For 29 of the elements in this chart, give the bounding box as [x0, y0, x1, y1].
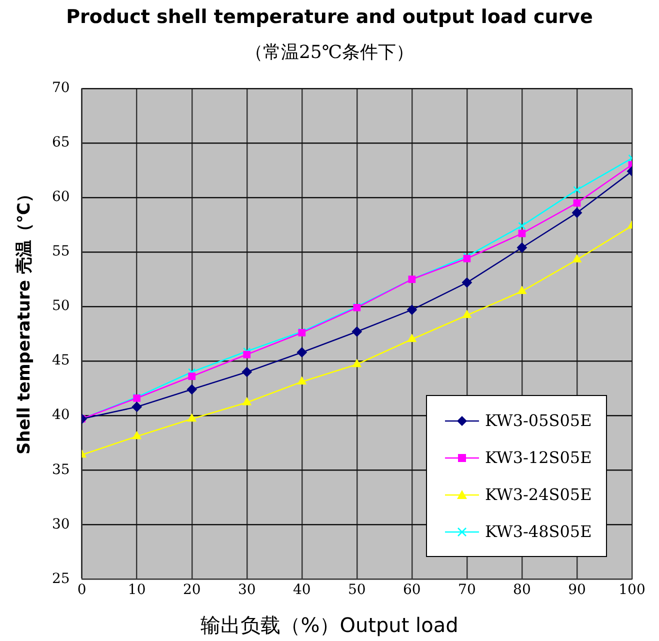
y-tick-label: 25 — [52, 570, 70, 587]
y-tick-label: 40 — [52, 407, 70, 424]
y-tick-label: 70 — [52, 80, 70, 96]
chart-title: Product shell temperature and output load curve — [65, 6, 594, 28]
legend-label: KW3-05S05E — [485, 411, 592, 430]
x-tick-label: 40 — [292, 582, 311, 598]
legend-label: KW3-24S05E — [485, 485, 592, 504]
y-tick-label: 35 — [52, 462, 70, 478]
y-tick-label: 30 — [52, 516, 70, 532]
x-tick-label: 60 — [403, 582, 421, 598]
x-axis-title: 输出负载（%）Output load — [200, 612, 460, 639]
x-tick-label: 80 — [513, 582, 531, 598]
x-tick-label: 20 — [182, 582, 201, 598]
x-tick-label: 70 — [458, 582, 476, 598]
x-tick-label: 50 — [348, 582, 366, 598]
x-tick-label: 100 — [618, 582, 646, 598]
y-tick-label: 45 — [52, 352, 70, 369]
y-axis-title: Shell temperature 壳温（℃） — [14, 185, 36, 455]
x-tick-label: 90 — [568, 582, 586, 598]
legend-label: KW3-12S05E — [485, 448, 592, 468]
x-tick-label: 0 — [77, 582, 86, 598]
chart-subtitle: （常温25℃条件下） — [244, 41, 416, 64]
x-tick-label: 30 — [238, 582, 256, 598]
y-tick-label: 65 — [52, 134, 70, 151]
y-tick-label: 55 — [52, 244, 70, 260]
x-tick-label: 10 — [128, 582, 146, 598]
legend-label: KW3-48S05E — [485, 522, 592, 542]
y-tick-label: 50 — [52, 298, 70, 314]
y-tick-label: 60 — [52, 189, 70, 206]
